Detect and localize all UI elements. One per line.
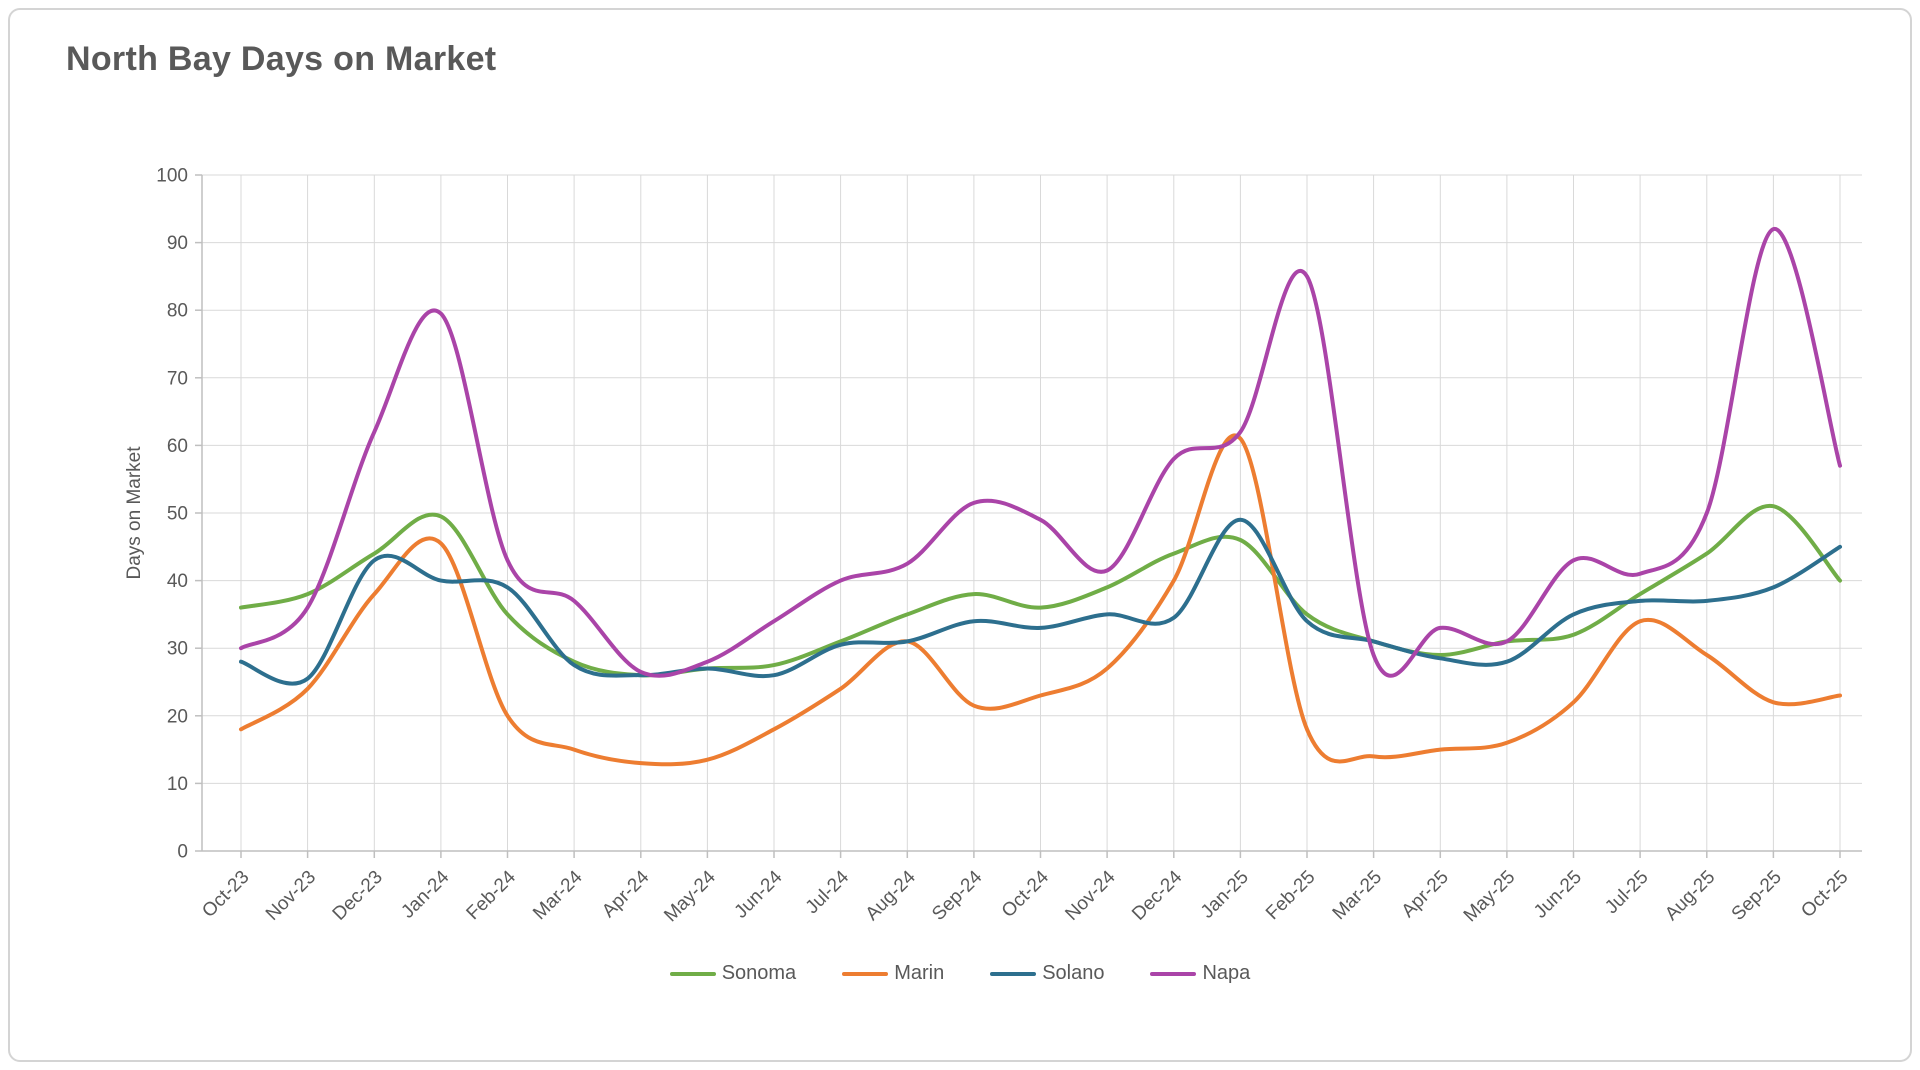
x-axis-labels: Oct-23 Nov-23 Dec-23 Jan-24 Feb-24 Mar-24 Apr-… bbox=[198, 866, 1852, 926]
y-tick-label: 70 bbox=[167, 368, 188, 389]
x-tick-label: May-25 bbox=[1460, 867, 1520, 927]
legend-label-solano: Solano bbox=[1042, 962, 1105, 984]
legend-swatch-marin bbox=[842, 971, 889, 976]
series-line-sonoma bbox=[239, 504, 1842, 678]
x-tick-label: Oct-25 bbox=[1797, 867, 1852, 922]
x-tick-label: Jul-24 bbox=[802, 866, 854, 918]
x-tick-label: Oct-23 bbox=[198, 867, 253, 922]
y-axis-labels: 0 10 20 30 40 50 60 70 80 90 100 bbox=[156, 166, 188, 863]
x-tick-label: Sep-25 bbox=[1728, 867, 1786, 925]
x-tick-label: Jun-25 bbox=[1530, 867, 1586, 923]
x-tick-label: Feb-24 bbox=[463, 866, 521, 924]
y-tick-label: 0 bbox=[177, 842, 188, 863]
series-line-napa bbox=[239, 227, 1842, 678]
x-tick-label: Apr-25 bbox=[1398, 867, 1453, 922]
axes bbox=[195, 174, 1862, 858]
legend-swatch-napa bbox=[1150, 971, 1197, 976]
x-tick-label: May-24 bbox=[660, 866, 720, 926]
x-tick-label: Feb-25 bbox=[1262, 867, 1319, 924]
y-tick-label: 20 bbox=[167, 706, 188, 727]
chart-legend: Sonoma Marin Solano Napa bbox=[0, 962, 1920, 985]
y-tick-label: 90 bbox=[167, 233, 188, 254]
y-tick-label: 10 bbox=[167, 774, 188, 795]
x-tick-label: Sep-24 bbox=[928, 866, 986, 924]
x-tick-label: Dec-23 bbox=[329, 867, 387, 925]
gridlines bbox=[202, 174, 1862, 851]
x-tick-label: Nov-23 bbox=[262, 867, 320, 925]
x-tick-label: Jan-24 bbox=[397, 866, 453, 922]
x-tick-label: Aug-25 bbox=[1661, 867, 1719, 925]
y-tick-label: 100 bbox=[156, 166, 188, 187]
x-tick-label: Mar-24 bbox=[529, 866, 587, 924]
legend-label-marin: Marin bbox=[894, 962, 945, 984]
legend-item-napa: Napa bbox=[1150, 962, 1250, 985]
series-line-marin bbox=[239, 433, 1842, 767]
legend-swatch-sonoma bbox=[669, 971, 716, 976]
legend-label-sonoma: Sonoma bbox=[721, 962, 797, 984]
y-tick-label: 30 bbox=[167, 639, 188, 660]
legend-item-sonoma: Sonoma bbox=[669, 962, 797, 985]
y-tick-label: 50 bbox=[167, 504, 188, 525]
x-tick-label: Jan-25 bbox=[1197, 867, 1253, 923]
x-tick-label: Dec-24 bbox=[1128, 866, 1186, 924]
chart-title: North Bay Days on Market bbox=[66, 40, 497, 78]
x-tick-label: Nov-24 bbox=[1061, 866, 1119, 924]
legend-item-solano: Solano bbox=[990, 962, 1104, 985]
series-line-solano bbox=[239, 517, 1842, 686]
x-tick-label: Mar-25 bbox=[1329, 867, 1386, 924]
y-axis-title: Days on Market bbox=[124, 446, 145, 580]
y-tick-label: 40 bbox=[167, 571, 188, 592]
y-tick-label: 80 bbox=[167, 301, 188, 322]
x-tick-label: Jun-24 bbox=[731, 866, 787, 922]
legend-label-napa: Napa bbox=[1202, 962, 1251, 984]
legend-swatch-solano bbox=[990, 971, 1037, 976]
y-tick-label: 60 bbox=[167, 436, 188, 457]
legend-item-marin: Marin bbox=[842, 962, 944, 985]
x-tick-label: Apr-24 bbox=[598, 866, 653, 921]
x-tick-label: Jul-25 bbox=[1601, 867, 1652, 918]
x-tick-label: Oct-24 bbox=[998, 866, 1053, 921]
x-tick-label: Aug-24 bbox=[862, 866, 920, 924]
